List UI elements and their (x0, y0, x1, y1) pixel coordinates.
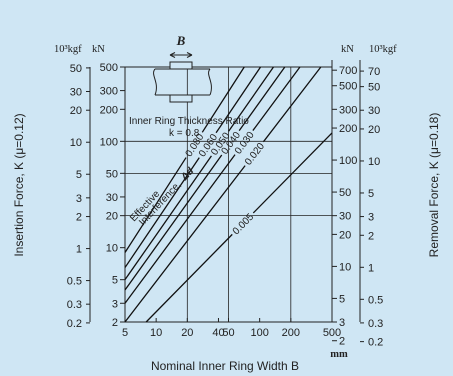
right-kn-tick-label: 2 (339, 336, 345, 348)
right-kn-unit: kN (341, 44, 354, 55)
left-kn-tick-label: 20 (106, 211, 118, 223)
left-kgf-tick-label: 50 (70, 63, 82, 75)
interference-line (124, 154, 236, 304)
dimension-arrow-left-2 (169, 54, 176, 58)
left-axis-title-text: Insertion Force, K (μ=0.12) (12, 113, 26, 256)
left-kgf-tick-label: 5 (76, 169, 82, 181)
right-kgf-tick-label: 70 (368, 66, 380, 78)
right-kn-tick-label: 30 (339, 211, 351, 223)
svg-text:Insertion Force, K (μ=0.12): Insertion Force, K (μ=0.12) (12, 113, 26, 256)
left-kgf-tick-label: 20 (70, 105, 82, 117)
thickness-ratio-label: Inner Ring Thickness Ratio (129, 116, 249, 127)
bearing-diagram: B (153, 33, 212, 103)
interference-line (124, 155, 212, 281)
left-kgf-tick-label: 0.5 (67, 276, 82, 288)
interference-line (124, 165, 246, 323)
left-kgf-tick-label: 10 (70, 137, 82, 149)
x-axis-unit: mm (330, 349, 348, 360)
interference-line (252, 66, 301, 131)
left-kgf-tick-label: 1 (76, 244, 82, 256)
dimension-arrow-right (186, 52, 193, 56)
interference-line (124, 154, 223, 291)
svg-text:Nominal Inner Ring Width B: Nominal Inner Ring Width B (151, 359, 299, 373)
inner-ring-bottom (169, 94, 193, 103)
interference-line (262, 66, 322, 143)
left-kn-tick-label: 3 (112, 298, 118, 310)
x-tick-label: 200 (282, 327, 300, 339)
interference-line (228, 66, 275, 132)
left-kn-tick-label: 10 (106, 243, 118, 255)
right-kn-tick-label: 300 (339, 104, 357, 116)
x-tick-label: 5 (122, 327, 128, 339)
interference-line (215, 66, 262, 134)
right-kgf-tick-label: 0.5 (368, 294, 383, 306)
interference-line (238, 66, 286, 132)
left-kgf-tick-label: 0.3 (67, 299, 82, 311)
left-kn-unit: kN (92, 44, 105, 55)
x-tick-label: 100 (250, 327, 268, 339)
left-kn-tick-label: 30 (106, 192, 118, 204)
inner-ring-top (169, 61, 193, 70)
left-kgf-tick-label: 0.2 (67, 318, 82, 330)
interference-line-label: 0.005 (231, 211, 257, 237)
left-kgf-tick-label: 2 (76, 212, 82, 224)
interference-line (252, 132, 333, 214)
right-kgf-unit: 10³kgf (369, 44, 397, 55)
x-tick-label: 20 (181, 327, 193, 339)
x-tick-label: 10 (150, 327, 162, 339)
right-axis-title: Removal Force, K (μ=0.18) (427, 113, 441, 258)
svg-text:Removal Force, K (μ=0.18): Removal Force, K (μ=0.18) (427, 113, 441, 258)
right-kn-tick-label: 200 (339, 123, 357, 135)
right-kgf-tick-label: 2 (368, 230, 374, 242)
left-kgf-unit: 10³kgf (54, 44, 82, 55)
right-axis-title-text: Removal Force, K (μ=0.18) (427, 113, 441, 258)
right-kgf-tick-label: 10 (368, 156, 380, 168)
right-kgf-tick-label: 3 (368, 212, 374, 224)
left-kn-tick-label: 200 (100, 104, 118, 116)
right-kn-tick-label: 100 (339, 155, 357, 167)
right-kgf-tick-label: 0.2 (368, 337, 383, 349)
right-kn-tick-label: 700 (339, 65, 357, 77)
right-kn-tick-label: 10 (339, 261, 351, 273)
shaft-left-break (153, 68, 157, 96)
right-kgf-tick-label: 50 (368, 82, 380, 94)
x-tick-label: 500 (323, 327, 341, 339)
right-kn-tick-label: 20 (339, 229, 351, 241)
interference-line (124, 157, 200, 268)
left-kn-tick-label: 2 (112, 317, 118, 329)
left-kn-tick-label: 50 (106, 168, 118, 180)
right-kgf-tick-label: 30 (368, 105, 380, 117)
left-kn-tick-label: 500 (100, 62, 118, 74)
left-kgf-tick-label: 3 (76, 193, 82, 205)
left-kn-tick-label: 5 (112, 275, 118, 287)
x-axis-title-text: Nominal Inner Ring Width B (151, 359, 299, 373)
dimension-arrow-left (169, 52, 176, 56)
dimension-arrow-right-2 (186, 54, 193, 58)
interference-line (124, 157, 187, 253)
thickness-ratio-value: k = 0.8 (169, 128, 200, 139)
right-kn-tick-label: 500 (339, 81, 357, 93)
right-kgf-tick-label: 1 (368, 262, 374, 274)
x-tick-label: 40 (212, 327, 224, 339)
right-kgf-tick-label: 0.3 (368, 318, 383, 330)
interference-line (145, 233, 233, 323)
left-kn-tick-label: 300 (100, 86, 118, 98)
diagram-width-label: B (176, 33, 186, 48)
left-kn-tick-label: 100 (100, 136, 118, 148)
left-kgf-tick-label: 30 (70, 86, 82, 98)
left-axis-title: Insertion Force, K (μ=0.12) (12, 113, 26, 256)
shaft-right-break (208, 68, 212, 96)
x-tick-label: 50 (222, 327, 234, 339)
right-kn-tick-label: 5 (339, 293, 345, 305)
interference-line (201, 66, 245, 133)
right-kn-tick-label: 3 (339, 317, 345, 329)
right-kn-tick-label: 50 (339, 187, 351, 199)
right-kgf-tick-label: 20 (368, 124, 380, 136)
interference-label: Effective Interference, Δd (128, 165, 197, 228)
right-kgf-tick-label: 5 (368, 188, 374, 200)
x-axis-title: Nominal Inner Ring Width B (151, 359, 299, 373)
